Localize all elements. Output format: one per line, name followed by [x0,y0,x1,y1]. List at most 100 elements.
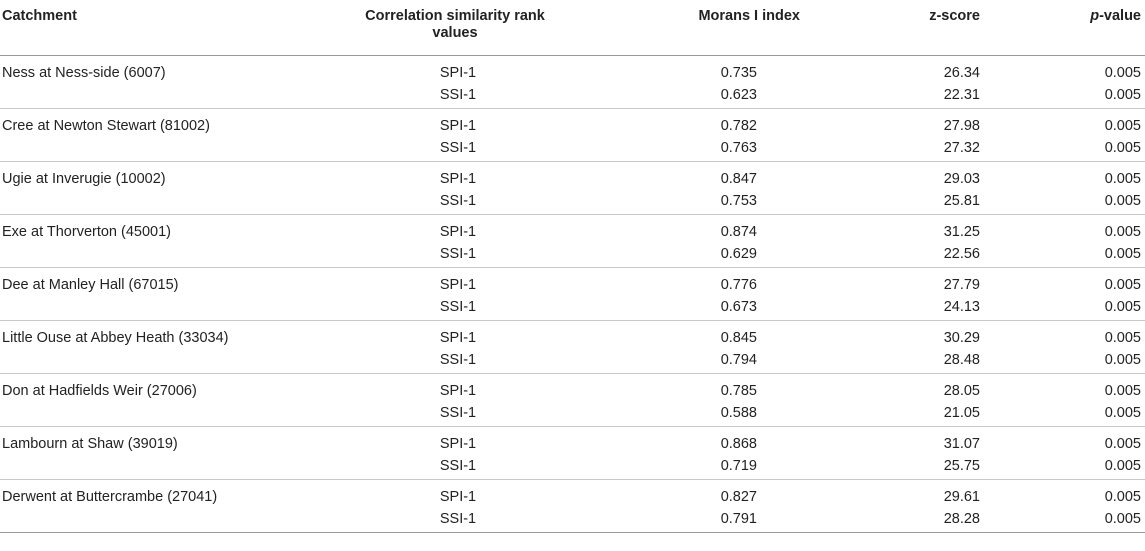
morans-value: 0.776 [720,276,757,293]
pvalue-value: 0.005 [1104,510,1141,527]
rank-value: SSI-1 [439,457,477,474]
table-row: Don at Hadfields Weir (27006) SPI-1 SSI-1 0… [0,373,1145,426]
morans-value: 0.673 [720,298,757,315]
pvalue-value-cell: 0.005 0.005 [1005,320,1145,373]
zscore-value: 21.05 [943,404,980,421]
rank-value: SSI-1 [439,510,477,527]
zscore-value-cell: 27.79 24.13 [800,267,1005,320]
morans-value: 0.874 [720,223,757,240]
morans-value: 0.785 [720,382,757,399]
pvalue-value: 0.005 [1104,351,1141,368]
rank-value: SSI-1 [439,298,477,315]
pvalue-value-cell: 0.005 0.005 [1005,373,1145,426]
zscore-value: 22.31 [943,86,980,103]
pvalue-value-cell: 0.005 0.005 [1005,214,1145,267]
pvalue-value-cell: 0.005 0.005 [1005,479,1145,532]
rank-value-cell: SPI-1 SSI-1 [300,55,610,108]
zscore-value: 31.25 [943,223,980,240]
morans-value-cell: 0.782 0.763 [610,108,800,161]
rank-value: SSI-1 [439,86,477,103]
catchment-cell: Exe at Thorverton (45001) [2,223,171,240]
header-pvalue-rest: -value [1099,8,1141,24]
header-pvalue: p-value [1005,0,1145,56]
rank-value: SSI-1 [439,139,477,156]
morans-value-cell: 0.868 0.719 [610,426,800,479]
rank-value-cell: SPI-1 SSI-1 [300,161,610,214]
zscore-value: 29.61 [943,488,980,505]
pvalue-value-cell: 0.005 0.005 [1005,108,1145,161]
morans-value: 0.753 [720,192,757,209]
catchment-cell: Dee at Manley Hall (67015) [2,276,179,293]
header-row: Catchment Correlation similarity rank va… [0,0,1145,56]
catchment-cell: Don at Hadfields Weir (27006) [2,382,197,399]
header-morans: Morans I index [610,0,800,56]
header-correlation-line1: Correlation similarity rank [365,8,545,24]
table-row: Ness at Ness-side (6007) SPI-1 SSI-1 0.735 0… [0,55,1145,108]
morans-value: 0.845 [720,329,757,346]
zscore-value: 28.48 [943,351,980,368]
rank-value-cell: SPI-1 SSI-1 [300,214,610,267]
pvalue-value: 0.005 [1104,298,1141,315]
rank-value: SPI-1 [439,276,477,293]
rank-value-cell: SPI-1 SSI-1 [300,373,610,426]
zscore-value: 25.75 [943,457,980,474]
zscore-value-cell: 26.34 22.31 [800,55,1005,108]
morans-value: 0.827 [720,488,757,505]
results-table: Catchment Correlation similarity rank va… [0,0,1145,532]
rank-value-cell: SPI-1 SSI-1 [300,267,610,320]
zscore-value-cell: 31.25 22.56 [800,214,1005,267]
zscore-value-cell: 27.98 27.32 [800,108,1005,161]
pvalue-value: 0.005 [1104,382,1141,399]
rank-value: SPI-1 [439,223,477,240]
rank-value: SPI-1 [439,64,477,81]
pvalue-value-cell: 0.005 0.005 [1005,426,1145,479]
rank-value: SPI-1 [439,488,477,505]
catchment-cell: Derwent at Buttercrambe (27041) [2,488,218,505]
rank-value: SSI-1 [439,245,477,262]
pvalue-value: 0.005 [1104,329,1141,346]
pvalue-value: 0.005 [1104,245,1141,262]
pvalue-value: 0.005 [1104,86,1141,103]
pvalue-value: 0.005 [1104,170,1141,187]
zscore-value: 31.07 [943,435,980,452]
rank-value: SPI-1 [439,117,477,134]
zscore-value-cell: 31.07 25.75 [800,426,1005,479]
rank-value-cell: SPI-1 SSI-1 [300,108,610,161]
zscore-value-cell: 30.29 28.48 [800,320,1005,373]
morans-value: 0.794 [720,351,757,368]
header-correlation-line2: values [432,25,478,41]
zscore-value: 28.28 [943,510,980,527]
pvalue-value: 0.005 [1104,117,1141,134]
header-correlation: Correlation similarity rank values [300,0,610,56]
table-row: Derwent at Buttercrambe (27041) SPI-1 SSI-… [0,479,1145,532]
morans-value: 0.847 [720,170,757,187]
rank-value: SPI-1 [439,329,477,346]
morans-value: 0.588 [720,404,757,421]
catchment-cell: Ugie at Inverugie (10002) [2,170,166,187]
table-row: Lambourn at Shaw (39019) SPI-1 SSI-1 0.868 0… [0,426,1145,479]
pvalue-value: 0.005 [1104,488,1141,505]
zscore-value: 28.05 [943,382,980,399]
morans-value: 0.719 [720,457,757,474]
catchment-cell: Lambourn at Shaw (39019) [2,435,178,452]
rank-value: SPI-1 [439,170,477,187]
morans-value-cell: 0.845 0.794 [610,320,800,373]
pvalue-value-cell: 0.005 0.005 [1005,161,1145,214]
table-header: Catchment Correlation similarity rank va… [0,0,1145,56]
zscore-value: 24.13 [943,298,980,315]
morans-value: 0.763 [720,139,757,156]
pvalue-value: 0.005 [1104,276,1141,293]
pvalue-value: 0.005 [1104,223,1141,240]
rank-value-cell: SPI-1 SSI-1 [300,320,610,373]
morans-value-cell: 0.785 0.588 [610,373,800,426]
zscore-value: 30.29 [943,329,980,346]
pvalue-value: 0.005 [1104,64,1141,81]
pvalue-value: 0.005 [1104,192,1141,209]
rank-value: SSI-1 [439,351,477,368]
table-row: Little Ouse at Abbey Heath (33034) SPI-1 S… [0,320,1145,373]
header-catchment: Catchment [0,0,300,56]
pvalue-value: 0.005 [1104,457,1141,474]
pvalue-value-cell: 0.005 0.005 [1005,267,1145,320]
zscore-value: 27.98 [943,117,980,134]
zscore-value: 29.03 [943,170,980,187]
